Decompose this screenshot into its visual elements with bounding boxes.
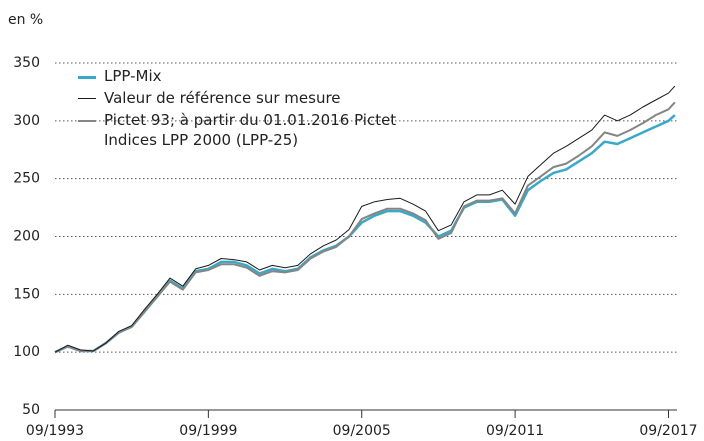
legend-swatch — [78, 76, 96, 79]
x-tick-label: 09/2005 — [333, 423, 391, 439]
y-tick-label: 150 — [13, 286, 40, 302]
legend-label: LPP-Mix — [104, 67, 162, 85]
y-tick-label: 50 — [22, 402, 40, 418]
x-tick-label: 09/2011 — [486, 423, 544, 439]
x-tick-label: 09/2017 — [639, 423, 697, 439]
y-unit: en % — [8, 12, 43, 28]
y-tick-label: 250 — [13, 171, 40, 187]
x-tick-label: 09/1993 — [26, 423, 84, 439]
legend-item: LPP-Mix — [78, 66, 404, 86]
x-tick-label: 09/1999 — [179, 423, 237, 439]
legend-swatch — [78, 120, 96, 122]
legend-label: Pictet 93; à partir du 01.01.2016 Pictet… — [104, 111, 397, 149]
y-tick-label: 350 — [13, 55, 40, 71]
y-tick-label: 100 — [13, 344, 40, 360]
legend: LPP-Mix Valeur de référence sur mesure Pic… — [78, 66, 404, 152]
series-line — [54, 101, 676, 354]
legend-item: Valeur de référence sur mesure — [78, 88, 404, 108]
legend-swatch — [78, 98, 96, 99]
y-tick-label: 300 — [13, 113, 40, 129]
series-line — [54, 85, 676, 353]
legend-item: Pictet 93; à partir du 01.01.2016 Pictet… — [78, 110, 404, 150]
legend-label: Valeur de référence sur mesure — [104, 89, 341, 107]
y-tick-label: 200 — [13, 229, 40, 245]
